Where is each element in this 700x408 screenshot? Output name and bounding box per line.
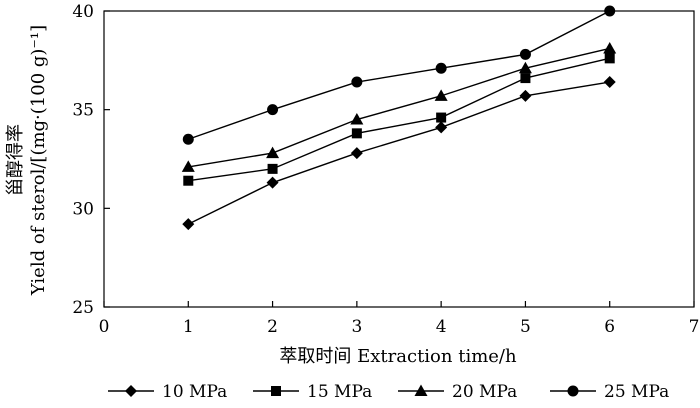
data-point-20-mpa bbox=[434, 89, 448, 101]
series-line-20-mpa bbox=[188, 47, 610, 168]
x-tick-label: 5 bbox=[520, 317, 531, 337]
data-point-25-mpa bbox=[519, 48, 531, 60]
x-tick-label: 2 bbox=[267, 317, 278, 337]
data-point-10-mpa bbox=[182, 218, 195, 231]
x-tick-label: 6 bbox=[604, 317, 615, 337]
chart-axes bbox=[103, 10, 695, 308]
plot-frame bbox=[103, 10, 695, 308]
x-tick-label: 3 bbox=[351, 317, 362, 337]
data-point-15-mpa bbox=[604, 53, 615, 64]
series-15-mpa bbox=[183, 53, 615, 186]
y-tick-label: 35 bbox=[72, 101, 94, 121]
legend: 10 MPa 15 MPa 20 MPa 25 MPa bbox=[108, 382, 669, 402]
legend-item-10-mpa: 10 MPa bbox=[108, 382, 227, 402]
x-tick-label: 0 bbox=[99, 317, 110, 337]
data-point-25-mpa bbox=[182, 133, 194, 145]
legend-marker bbox=[125, 385, 137, 397]
x-tick-label: 4 bbox=[436, 317, 447, 337]
data-point-20-mpa bbox=[603, 41, 617, 54]
y-tick-label: 25 bbox=[72, 298, 94, 318]
x-axis-title: 萃取时间 Extraction time/h bbox=[279, 346, 517, 367]
data-point-10-mpa bbox=[435, 121, 448, 134]
legend-label: 25 MPa bbox=[604, 382, 669, 402]
data-point-20-mpa bbox=[518, 61, 532, 74]
series-line-25-mpa bbox=[188, 10, 611, 140]
y-axis-title: Yield of sterol/[(mg·(100 g)⁻¹] 甾醇得率 bbox=[5, 25, 49, 296]
legend-marker bbox=[567, 385, 579, 397]
data-point-15-mpa bbox=[520, 73, 531, 84]
data-point-25-mpa bbox=[351, 76, 363, 88]
legend-label: 20 MPa bbox=[452, 382, 517, 402]
data-point-10-mpa bbox=[350, 147, 363, 160]
legend-label: 10 MPa bbox=[162, 382, 227, 402]
y-tick-label: 30 bbox=[72, 199, 94, 219]
data-point-10-mpa bbox=[266, 176, 279, 189]
data-point-10-mpa bbox=[519, 89, 532, 102]
legend-marker bbox=[414, 384, 428, 396]
data-point-15-mpa bbox=[351, 128, 362, 139]
series-line-10-mpa bbox=[187, 81, 610, 225]
series-10-mpa bbox=[182, 76, 616, 231]
data-point-20-mpa bbox=[350, 113, 364, 125]
y-axis-title-chinese: 甾醇得率 bbox=[5, 124, 26, 196]
legend-marker bbox=[271, 386, 281, 396]
data-point-25-mpa bbox=[435, 62, 447, 74]
chart-ticks: 0 1 2 3 4 5 6 7 25 30 35 40 bbox=[72, 2, 699, 337]
series-25-mpa bbox=[182, 5, 616, 145]
data-point-20-mpa bbox=[181, 160, 195, 172]
legend-item-25-mpa: 25 MPa bbox=[550, 382, 669, 402]
chart-series bbox=[181, 5, 617, 231]
data-point-25-mpa bbox=[267, 104, 279, 116]
x-tick-label: 7 bbox=[689, 317, 700, 337]
data-point-10-mpa bbox=[603, 76, 616, 89]
y-tick-label: 40 bbox=[72, 2, 94, 22]
data-point-15-mpa bbox=[267, 163, 278, 174]
legend-item-20-mpa: 20 MPa bbox=[398, 382, 517, 402]
data-point-25-mpa bbox=[604, 5, 616, 17]
y-axis-title-english: Yield of sterol/[(mg·(100 g)⁻¹] bbox=[28, 25, 49, 296]
data-point-15-mpa bbox=[436, 112, 447, 123]
series-20-mpa bbox=[181, 41, 617, 172]
legend-label: 15 MPa bbox=[307, 382, 372, 402]
x-tick-label: 1 bbox=[183, 317, 194, 337]
data-point-15-mpa bbox=[183, 175, 194, 186]
legend-item-15-mpa: 15 MPa bbox=[253, 382, 372, 402]
series-line-15-mpa bbox=[188, 57, 610, 182]
data-point-20-mpa bbox=[266, 146, 280, 159]
